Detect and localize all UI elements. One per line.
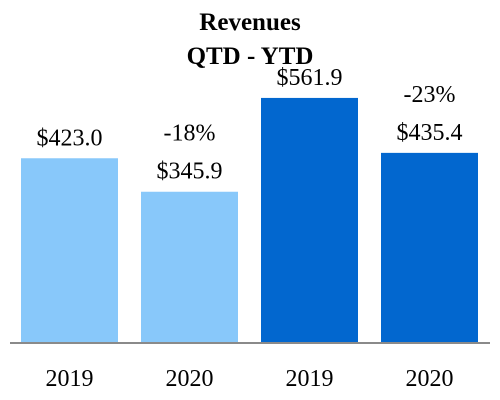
- x-tick-label: 2019: [46, 366, 94, 392]
- value-label: $345.9: [157, 159, 223, 185]
- bars-group: [21, 97, 478, 343]
- labels-group: $423.0 $345.9 -18% $561.9 $435.4 -23%: [37, 65, 463, 185]
- bar-qtd-2019: [21, 158, 118, 342]
- bar-ytd-2020: [381, 152, 478, 342]
- bar-ytd-2019: [261, 97, 358, 343]
- value-label: $435.4: [397, 120, 463, 146]
- x-tick-label: 2019: [286, 366, 334, 392]
- value-label: $561.9: [277, 65, 343, 91]
- chart-title-line-1: Revenues: [199, 9, 301, 36]
- x-tick-label: 2020: [406, 366, 454, 392]
- value-label: $423.0: [37, 125, 103, 151]
- chart-title-line-2: QTD - YTD: [187, 43, 314, 70]
- bar-qtd-2020: [141, 191, 238, 342]
- x-tick-labels: 2019 2020 2019 2020: [46, 366, 454, 392]
- x-tick-label: 2020: [166, 366, 214, 392]
- change-label: -23%: [404, 82, 456, 108]
- change-label: -18%: [164, 121, 216, 147]
